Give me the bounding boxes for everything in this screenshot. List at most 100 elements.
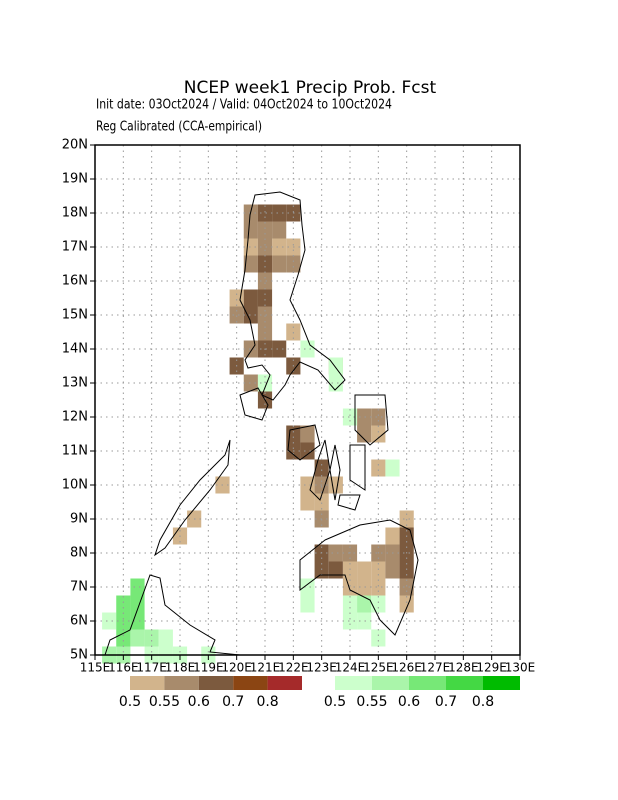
prob-cell <box>257 204 273 222</box>
y-tick-label: 14N <box>62 342 88 357</box>
prob-cell <box>243 374 258 392</box>
coast-mindanao <box>299 519 419 636</box>
x-tick-label: 125E <box>363 661 394 675</box>
coast-cebu <box>329 444 341 501</box>
y-tick-label: 6N <box>70 614 88 629</box>
prob-cell <box>385 459 400 477</box>
prob-cell <box>130 629 145 647</box>
prob-cell <box>342 408 358 426</box>
x-tick-label: 121E <box>250 661 281 675</box>
prob-cell <box>300 493 315 511</box>
prob-cell <box>257 272 273 290</box>
prob-cell <box>357 408 372 426</box>
prob-cell <box>243 306 258 324</box>
prob-cell <box>102 612 117 630</box>
legend-label: 0.8 <box>472 694 494 710</box>
x-tick-label: 123E <box>306 661 337 675</box>
y-tick-label: 10N <box>62 478 88 493</box>
x-tick-label: 118E <box>165 661 196 675</box>
prob-cell <box>272 204 287 222</box>
prob-cell <box>300 425 315 443</box>
y-tick-label: 12N <box>62 410 88 425</box>
prob-cell <box>357 578 372 596</box>
prob-cell <box>342 595 358 613</box>
legend-swatch <box>130 676 165 690</box>
x-tick-label: 120E <box>221 661 252 675</box>
y-tick-label: 5N <box>70 648 88 663</box>
prob-cell <box>243 255 258 273</box>
coast-luzon <box>239 191 346 401</box>
coast-panay <box>287 424 321 461</box>
x-tick-label: 129E <box>476 661 507 675</box>
y-tick-label: 8N <box>70 546 88 561</box>
subtitle: Init date: 03Oct2024 / Valid: 04Oct2024 … <box>96 98 392 113</box>
prob-cell <box>243 340 258 358</box>
subtitle: Reg Calibrated (CCA-empirical) <box>96 120 262 135</box>
prob-cell <box>328 561 343 579</box>
coast-leyte <box>349 444 366 491</box>
y-tick-label: 19N <box>62 172 88 187</box>
legend-label: 0.5 <box>119 694 141 710</box>
legend-swatch <box>409 676 446 690</box>
prob-cell <box>257 306 273 324</box>
legend-label: 0.5 <box>324 694 346 710</box>
prob-cell <box>385 561 400 579</box>
legend: 0.5 0.55 0.6 0.7 0.8 0.5 0.55 0.6 0.7 0.8 <box>119 676 520 710</box>
prob-cell <box>229 289 244 307</box>
prob-cell <box>357 561 372 579</box>
prob-cell <box>229 306 244 324</box>
prob-cell <box>371 425 386 443</box>
x-tick-label: 127E <box>420 661 451 675</box>
prob-cell <box>144 629 159 647</box>
legend-swatch <box>267 676 302 690</box>
prob-cell <box>385 527 400 545</box>
prob-cell <box>371 595 386 613</box>
prob-cell <box>371 629 386 647</box>
y-tick-label: 20N <box>62 138 88 153</box>
coast-samar <box>354 394 389 446</box>
y-tick-label: 17N <box>62 240 88 255</box>
prob-cell <box>257 255 273 273</box>
coast-bohol <box>337 494 361 511</box>
prob-cell <box>342 612 358 630</box>
prob-cell <box>272 221 287 239</box>
y-tick-label: 16N <box>62 274 88 289</box>
prob-cell <box>300 595 315 613</box>
prob-cell <box>300 340 315 358</box>
legend-label: 0.55 <box>149 694 180 710</box>
y-tick-label: 15N <box>62 308 88 323</box>
legend-swatch <box>372 676 409 690</box>
prob-cell <box>328 357 343 375</box>
prob-cell <box>116 629 131 647</box>
prob-cell <box>371 459 386 477</box>
prob-cell <box>300 476 315 494</box>
legend-swatch <box>233 676 268 690</box>
prob-cell <box>371 578 386 596</box>
prob-cell <box>371 408 386 426</box>
coastline <box>104 191 419 656</box>
coast-borneo <box>104 574 241 656</box>
prob-cell <box>328 476 343 494</box>
x-tick-label: 126E <box>391 661 422 675</box>
map-frame <box>94 144 521 656</box>
y-tick-label: 18N <box>62 206 88 221</box>
coast-mindoro <box>239 387 269 421</box>
prob-cell <box>243 289 258 307</box>
legend-label: 0.7 <box>435 694 457 710</box>
prob-cell <box>116 595 131 613</box>
legend-swatch <box>446 676 483 690</box>
legend-swatch <box>483 676 520 690</box>
prob-cell <box>357 612 372 630</box>
coast-palawan <box>154 439 231 557</box>
prob-cell <box>314 459 329 477</box>
legend-label: 0.7 <box>222 694 244 710</box>
legend-label: 0.6 <box>188 694 210 710</box>
coast-negros <box>309 439 331 501</box>
prob-cell <box>257 238 273 256</box>
axis-layer: 115E116E117E118E119E120E121E122E123E124E… <box>62 138 536 675</box>
prob-cell <box>272 238 287 256</box>
legend-label: 0.6 <box>398 694 420 710</box>
legend-label: 0.8 <box>256 694 278 710</box>
x-tick-label: 115E <box>80 661 111 675</box>
legend-swatch <box>164 676 199 690</box>
